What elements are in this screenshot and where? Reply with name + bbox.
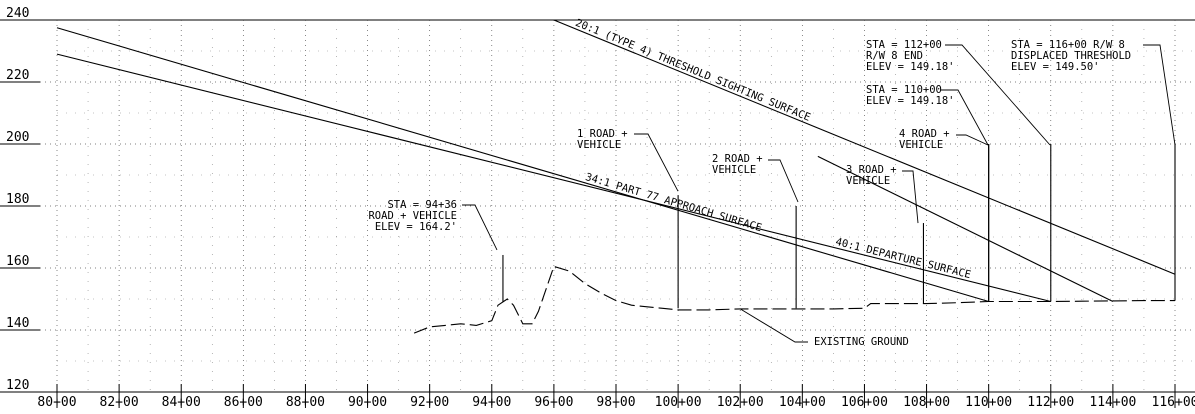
x-tick-label: 110+00 [965, 395, 1012, 410]
callout-text: 4 ROAD + [899, 128, 950, 140]
callout-text: STA = 116+00 R/W 8 [1011, 39, 1125, 51]
surface-line [56, 53, 1051, 303]
x-tick-label: 112+00 [1027, 395, 1074, 410]
surface-label: 34:1 PART 77 APPROACH SURFACE [584, 171, 763, 234]
callout-text: 2 ROAD + [712, 153, 763, 165]
surface-line [817, 155, 1114, 302]
callout-text: VEHICLE [712, 164, 756, 176]
y-tick-label: 160 [6, 254, 29, 269]
x-tick-label: 104+00 [779, 395, 826, 410]
surface-line [553, 19, 1176, 275]
station-markers [988, 144, 1176, 302]
callout-text: ROAD + VEHICLE [368, 210, 457, 222]
grid [0, 20, 1195, 392]
x-tick-label: 88+00 [286, 395, 325, 410]
callout-text: VEHICLE [899, 139, 943, 151]
x-tick-label: 94+00 [472, 395, 511, 410]
surface-line [56, 27, 989, 303]
callout-text: R/W 8 END [866, 50, 923, 62]
y-tick-label: 120 [6, 378, 29, 393]
y-tick-label: 240 [6, 6, 29, 21]
existing-ground-label: EXISTING GROUND [814, 336, 909, 348]
leader-line [902, 170, 919, 224]
y-axis-tick-labels: 240 220 200 180 160 140 120 [0, 6, 40, 393]
callout-text: STA = 94+36 [387, 199, 457, 211]
x-tick-label: 106+00 [841, 395, 888, 410]
leader-line [462, 204, 498, 251]
leader-line [956, 134, 989, 146]
surface-label: 40:1 DEPARTURE SURFACE [834, 236, 972, 281]
x-tick-label: 86+00 [224, 395, 263, 410]
callout-text: VEHICLE [577, 139, 621, 151]
x-tick-label: 90+00 [348, 395, 387, 410]
x-tick-label: 84+00 [162, 395, 201, 410]
surface-label: 20:1 (TYPE 4) THRESHOLD SIGHTING SURFACE [574, 17, 813, 124]
x-tick-label: 100+00 [655, 395, 702, 410]
existing-ground-line [413, 265, 1175, 334]
leader-line [945, 44, 1051, 146]
x-tick-label: 96+00 [534, 395, 573, 410]
x-tick-label: 116+00 [1152, 395, 1195, 410]
x-tick-label: 108+00 [903, 395, 950, 410]
leader-line [634, 133, 679, 192]
x-tick-label: 102+00 [717, 395, 764, 410]
y-tick-label: 180 [6, 192, 29, 207]
callout-text: STA = 112+00 [866, 39, 942, 51]
x-tick-label: 82+00 [100, 395, 139, 410]
callout-text: ELEV = 149.18' [866, 61, 955, 73]
y-tick-label: 200 [6, 130, 29, 145]
callout-text: ELEV = 149.18' [866, 95, 955, 107]
x-tick-label: 98+00 [596, 395, 635, 410]
callout-text: 3 ROAD + [846, 164, 897, 176]
existing-ground-profile [413, 265, 1175, 334]
leader-line [1143, 44, 1176, 146]
y-tick-label: 140 [6, 316, 29, 331]
callout-text: VEHICLE [846, 175, 890, 187]
leader-line [941, 89, 989, 146]
callout-text: DISPLACED THRESHOLD [1011, 50, 1131, 62]
callout-text: 1 ROAD + [577, 128, 628, 140]
x-tick-label: 92+00 [410, 395, 449, 410]
x-tick-label: 80+00 [37, 395, 76, 410]
callout-text: STA = 110+00 [866, 84, 942, 96]
callout-text: ELEV = 164.2' [375, 221, 457, 233]
leader-line [768, 159, 799, 203]
leader-line [739, 308, 808, 343]
x-tick-label: 114+00 [1089, 395, 1136, 410]
y-tick-label: 220 [6, 68, 29, 83]
callout-text: ELEV = 149.50' [1011, 61, 1100, 73]
x-axis-tick-labels: 80+00 82+00 84+00 86+00 88+00 90+00 92+00 94+00… [37, 384, 1195, 410]
approach-surfaces [56, 19, 1176, 303]
